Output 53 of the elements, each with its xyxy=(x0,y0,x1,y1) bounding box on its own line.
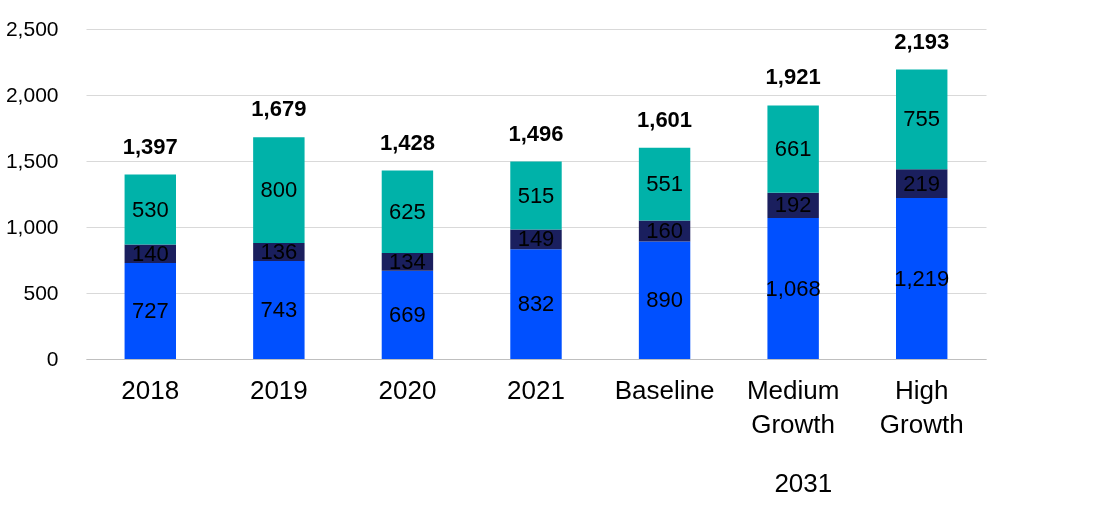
data-label: 160 xyxy=(646,217,683,243)
y-tick-label: 2,000 xyxy=(5,82,59,106)
data-label: 832 xyxy=(517,291,555,317)
data-label: 625 xyxy=(389,198,426,224)
bar xyxy=(896,198,948,359)
bar xyxy=(253,260,305,359)
bar xyxy=(510,249,562,359)
data-label: 890 xyxy=(646,287,683,313)
total-label: 1,496 xyxy=(508,120,564,146)
data-label: 219 xyxy=(903,170,941,196)
x-tick-label: Baseline xyxy=(614,374,715,405)
data-label: 140 xyxy=(131,240,169,266)
bar xyxy=(767,105,819,193)
x-tick-label: 2019 xyxy=(249,374,308,405)
total-label: 1,921 xyxy=(765,64,821,90)
x-tick-label: 2020 xyxy=(378,374,437,405)
data-label: 743 xyxy=(260,296,298,322)
y-tick-label: 0 xyxy=(46,346,59,370)
total-label: 1,601 xyxy=(637,106,693,132)
bar xyxy=(253,137,305,243)
bar xyxy=(638,241,691,359)
data-label: 661 xyxy=(774,136,812,162)
y-tick-label: 1,000 xyxy=(5,214,59,238)
x-tick-label: 2021 xyxy=(507,374,565,405)
data-label: 149 xyxy=(517,226,555,252)
bar xyxy=(124,174,176,245)
data-label: 727 xyxy=(131,298,169,324)
y-tick-label: 1,500 xyxy=(5,148,59,172)
bar xyxy=(381,170,434,253)
text: 2031 xyxy=(774,468,833,498)
total-label: 1,397 xyxy=(122,133,178,159)
bar xyxy=(638,147,691,221)
data-label: 192 xyxy=(774,192,812,218)
bar xyxy=(124,263,176,359)
bar xyxy=(510,161,562,230)
data-label: 800 xyxy=(260,177,298,203)
x-tick-label: Medium Growth xyxy=(746,374,840,439)
x-tick-label: 2018 xyxy=(121,374,180,405)
data-label: 515 xyxy=(517,182,555,208)
bar xyxy=(896,69,948,170)
total-label: 1,428 xyxy=(379,129,435,155)
x-tick-label: High Growth xyxy=(879,374,964,439)
data-label: 134 xyxy=(389,248,426,274)
data-label: 755 xyxy=(903,106,941,132)
total-label: 1,679 xyxy=(251,96,307,122)
total-label: 2,193 xyxy=(894,28,950,54)
bar xyxy=(381,270,434,359)
data-label: 669 xyxy=(389,301,426,327)
y-tick-label: 500 xyxy=(23,280,59,304)
y-tick-label: 2,500 xyxy=(5,16,59,40)
data-label: 551 xyxy=(646,171,683,197)
data-label: 136 xyxy=(260,238,298,264)
data-label: 530 xyxy=(131,196,169,222)
